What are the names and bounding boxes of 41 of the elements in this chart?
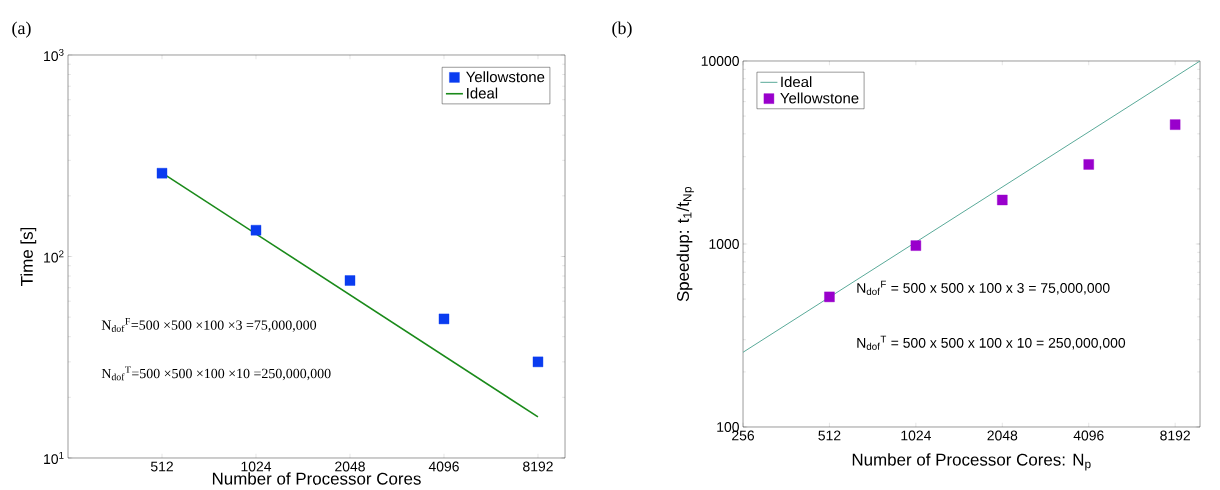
- annotation: N$_{dof}$$^{T}$ = 500 x 500 x 100 x 10 = 250,000,000: [857, 335, 1126, 350]
- annotation: N$_{dof}$$^{T}$=500 ×500 ×100 ×10 =250,000,000: [101, 366, 331, 381]
- point: [344, 275, 356, 286]
- legend-label: Ideal: [467, 87, 498, 99]
- y-tick-label: 10000: [701, 56, 739, 66]
- x-tick-label: 4096: [428, 461, 459, 472]
- y-tick-label: 10$^{1}$: [44, 451, 64, 465]
- x-tick-label: 256: [732, 430, 755, 441]
- y-axis-title: Time [s]: [20, 227, 37, 286]
- point: [997, 194, 1008, 206]
- chart-title: (b): [612, 21, 632, 38]
- legend-label: Yellowstone: [780, 92, 859, 104]
- x-tick-label: 8192: [523, 461, 553, 472]
- y-tick-label: 10$^{3}$: [44, 48, 64, 62]
- x-tick-label: 1024: [901, 430, 931, 441]
- y-tick-label: 10$^{2}$: [44, 250, 64, 263]
- point: [824, 291, 835, 303]
- legend-label: Ideal: [781, 76, 812, 88]
- point: [1083, 159, 1094, 170]
- y-tick-label: 1000: [709, 239, 739, 249]
- point: [1169, 119, 1181, 130]
- x-tick-label: 8192: [1160, 430, 1190, 441]
- x-tick-label: 2048: [335, 461, 365, 472]
- x-tick-label: 512: [150, 461, 173, 472]
- point: [156, 168, 168, 179]
- x-axis-title: Number of Processor Cores: N$_{p}$: [852, 453, 1091, 471]
- x-tick-label: 512: [818, 430, 841, 441]
- point: [910, 240, 922, 251]
- y-axis-title: Speedup: t$_{1}$/t$_{Np}$: [676, 186, 694, 302]
- annotation: N$_{dof}$$^{F}$ = 500 x 500 x 100 x 3 = 75,000,000: [857, 280, 1110, 295]
- chart-title: (a): [12, 21, 31, 38]
- x-tick-label: 2048: [987, 430, 1018, 441]
- y-tick-label: 100: [717, 422, 739, 432]
- annotation: N$_{dof}$$^{F}$=500 ×500 ×100 ×3 =75,000,000: [101, 318, 317, 332]
- point: [438, 313, 450, 325]
- x-tick-label: 4096: [1073, 430, 1104, 441]
- point: [250, 225, 262, 236]
- point: [532, 356, 544, 368]
- x-axis-title: Number of Processor Cores: [212, 472, 421, 485]
- x-tick-label: 1024: [241, 461, 272, 472]
- legend-label: Yellowstone: [466, 71, 545, 83]
